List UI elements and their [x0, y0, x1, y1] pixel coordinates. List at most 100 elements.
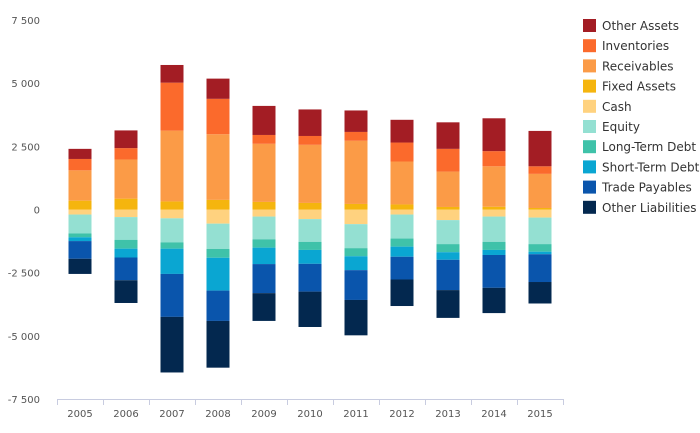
bar-inventories-2015: [528, 166, 552, 174]
x-tick-label: 2014: [481, 409, 506, 420]
bar-stack-2009: [252, 105, 276, 321]
legend-swatch: [583, 19, 596, 32]
bar-receivables-2011: [344, 140, 368, 204]
bar-trade-payables-2006: [114, 257, 138, 281]
legend: Other Assets Inventories Receivables Fixed …: [583, 19, 700, 215]
bar-other-liabilities-2008: [206, 320, 230, 368]
bar-fixed-assets-2005: [68, 200, 92, 210]
bar-short-term-debt-2014: [482, 249, 506, 255]
bar-equity-2008: [206, 223, 230, 249]
legend-swatch: [583, 140, 596, 154]
bar-receivables-2007: [160, 130, 184, 202]
bar-fixed-assets-2006: [114, 198, 138, 210]
x-tick-label: 2015: [527, 409, 552, 420]
bar-receivables-2015: [528, 173, 552, 208]
legend-swatch: [583, 120, 596, 133]
bar-trade-payables-2012: [390, 256, 414, 280]
bar-trade-payables-2010: [298, 263, 322, 292]
legend-item-equity: Equity: [583, 120, 640, 134]
bar-cash-2011: [344, 209, 368, 225]
x-tick-label: 2010: [297, 409, 322, 420]
legend-swatch: [583, 99, 596, 113]
bar-long-term-debt-2012: [390, 238, 414, 247]
bar-long-term-debt-2008: [206, 248, 230, 258]
bar-stack-2011: [344, 110, 368, 336]
bar-long-term-debt-2009: [252, 239, 276, 248]
bar-other-liabilities-2010: [298, 291, 322, 327]
axis-layer: -7 500 -5 000 -2 500 0 2 500 5 000 7 500 2005 20…: [8, 16, 564, 420]
bar-cash-2015: [528, 209, 552, 218]
bar-inventories-2010: [298, 135, 322, 145]
legend-item-cash: Cash: [583, 99, 632, 114]
y-tick-label: 7 500: [11, 16, 40, 27]
bar-stack-2008: [206, 78, 230, 368]
bar-other-assets-2014: [482, 118, 506, 152]
bar-short-term-debt-2015: [528, 251, 552, 255]
legend-label: Other Assets: [602, 19, 679, 33]
bar-other-liabilities-2015: [528, 282, 552, 304]
bar-trade-payables-2007: [160, 273, 184, 317]
x-tick-label: 2013: [435, 409, 460, 420]
bar-other-liabilities-2005: [68, 258, 92, 274]
x-tick-label: 2012: [389, 409, 414, 420]
bar-long-term-debt-2013: [436, 244, 460, 253]
bar-inventories-2009: [252, 134, 276, 144]
bar-stack-2006: [114, 130, 138, 303]
plot-area: [68, 64, 552, 373]
bar-receivables-2014: [482, 166, 506, 207]
bar-receivables-2008: [206, 134, 230, 200]
legend-label: Fixed Assets: [602, 80, 676, 94]
bar-other-liabilities-2009: [252, 293, 276, 321]
legend-label: Long-Term Debt: [602, 140, 696, 154]
bar-short-term-debt-2006: [114, 248, 138, 258]
bar-short-term-debt-2009: [252, 247, 276, 265]
bar-trade-payables-2015: [528, 254, 552, 283]
bar-long-term-debt-2015: [528, 244, 552, 252]
bar-stack-2013: [436, 122, 460, 318]
x-tick-label: 2005: [67, 409, 92, 420]
bar-receivables-2013: [436, 171, 460, 207]
legend-item-short-term-debt: Short-Term Debt: [583, 160, 700, 174]
y-tick-label: 2 500: [11, 142, 40, 153]
bar-equity-2015: [528, 217, 552, 245]
bar-other-assets-2011: [344, 110, 368, 132]
bar-stack-2005: [68, 148, 92, 274]
bar-fixed-assets-2009: [252, 201, 276, 210]
bar-trade-payables-2014: [482, 254, 506, 288]
bar-fixed-assets-2012: [390, 204, 414, 210]
bar-short-term-debt-2013: [436, 252, 460, 260]
bar-other-assets-2009: [252, 105, 276, 135]
bar-stack-2007: [160, 64, 184, 373]
x-tick-label: 2011: [343, 409, 368, 420]
y-tick-label: -7 500: [8, 395, 40, 406]
bar-other-liabilities-2007: [160, 316, 184, 373]
legend-item-fixed-assets: Fixed Assets: [583, 79, 676, 94]
legend-label: Short-Term Debt: [602, 160, 700, 174]
bar-long-term-debt-2005: [68, 233, 92, 238]
bar-long-term-debt-2007: [160, 242, 184, 249]
bar-fixed-assets-2014: [482, 206, 506, 210]
legend-label: Inventories: [602, 39, 669, 53]
legend-item-other-assets: Other Assets: [583, 19, 679, 33]
bar-inventories-2008: [206, 98, 230, 135]
bar-trade-payables-2008: [206, 290, 230, 321]
bar-cash-2009: [252, 209, 276, 217]
bar-other-assets-2006: [114, 130, 138, 149]
bar-stack-2012: [390, 119, 414, 307]
legend-label: Receivables: [602, 59, 674, 73]
bar-equity-2010: [298, 219, 322, 242]
bar-inventories-2013: [436, 148, 460, 172]
bar-equity-2011: [344, 224, 368, 249]
bar-equity-2005: [68, 214, 92, 234]
y-tick-label: 0: [34, 206, 40, 217]
bar-inventories-2006: [114, 148, 138, 160]
bar-other-assets-2005: [68, 148, 92, 159]
bar-fixed-assets-2007: [160, 201, 184, 210]
bar-equity-2006: [114, 217, 138, 240]
x-tick-label: 2009: [251, 409, 276, 420]
bar-receivables-2012: [390, 161, 414, 205]
bar-cash-2007: [160, 209, 184, 219]
bar-cash-2014: [482, 209, 506, 217]
legend-label: Equity: [602, 120, 640, 134]
